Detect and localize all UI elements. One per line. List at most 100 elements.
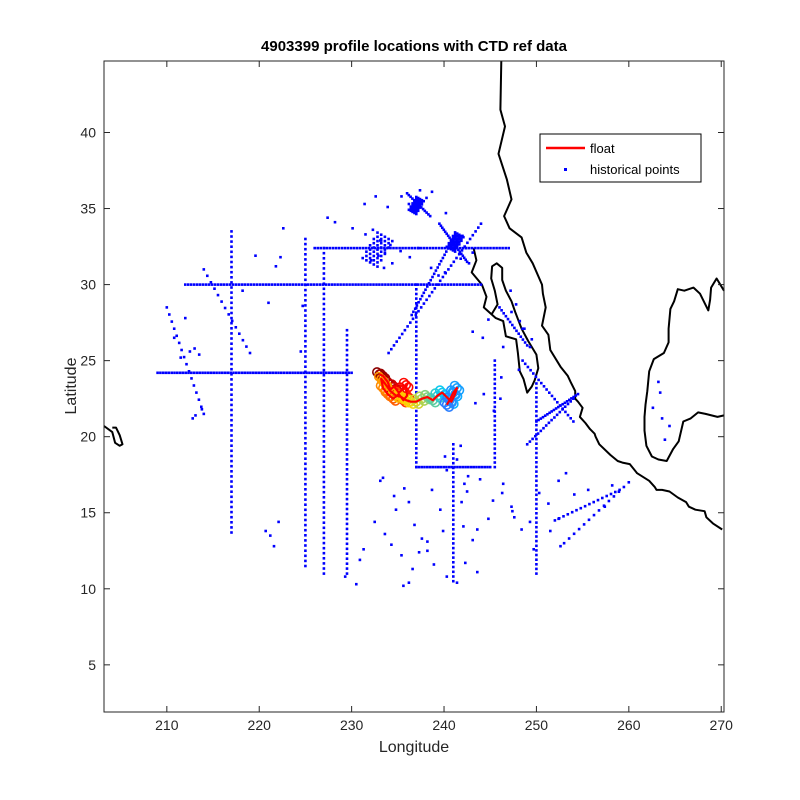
- historical-point: [232, 371, 235, 375]
- historical-point: [458, 246, 462, 250]
- historical-point: [535, 567, 538, 571]
- historical-point: [451, 246, 455, 250]
- historical-point: [404, 246, 407, 250]
- historical-point: [382, 266, 386, 270]
- historical-point: [411, 283, 414, 286]
- historical-point: [455, 241, 459, 245]
- historical-point: [312, 283, 315, 286]
- historical-point: [548, 411, 551, 415]
- historical-point: [230, 490, 233, 493]
- historical-point: [202, 412, 206, 416]
- historical-point: [306, 283, 310, 286]
- historical-point: [322, 496, 326, 499]
- historical-point: [563, 405, 567, 408]
- historical-point: [441, 529, 445, 533]
- historical-point: [383, 246, 386, 250]
- historical-point: [535, 405, 538, 408]
- historical-point: [460, 500, 463, 504]
- historical-point: [379, 233, 383, 236]
- historical-point: [415, 334, 418, 338]
- historical-point: [489, 246, 492, 250]
- historical-point: [617, 490, 621, 493]
- historical-point: [193, 283, 196, 286]
- historical-point: [387, 237, 390, 241]
- historical-point: [447, 465, 451, 469]
- historical-point: [447, 241, 451, 245]
- historical-point: [627, 481, 631, 484]
- y-tick-label: 20: [80, 429, 96, 445]
- historical-point: [535, 530, 538, 534]
- historical-point: [418, 199, 422, 203]
- historical-point: [345, 507, 349, 511]
- historical-point: [422, 291, 426, 295]
- historical-point: [230, 470, 233, 473]
- historical-point: [170, 320, 174, 323]
- historical-point: [431, 246, 435, 250]
- historical-point: [517, 332, 520, 335]
- historical-point: [486, 246, 489, 250]
- historical-point: [525, 443, 529, 446]
- historical-point: [210, 283, 214, 286]
- historical-point: [415, 348, 418, 352]
- historical-point: [577, 527, 581, 531]
- historical-point: [304, 564, 307, 568]
- historical-point: [230, 306, 233, 310]
- historical-point: [398, 246, 401, 250]
- historical-point: [410, 313, 413, 317]
- historical-point: [413, 207, 416, 210]
- historical-point: [420, 201, 424, 204]
- historical-point: [452, 490, 455, 493]
- historical-point: [322, 440, 326, 443]
- historical-point: [322, 363, 326, 367]
- historical-point: [576, 392, 580, 396]
- historical-point: [460, 249, 464, 252]
- historical-point: [223, 371, 227, 375]
- historical-point: [322, 541, 326, 545]
- historical-point: [230, 367, 233, 371]
- historical-point: [348, 283, 351, 286]
- historical-point: [333, 220, 337, 224]
- historical-point: [464, 283, 468, 286]
- historical-point: [453, 235, 457, 239]
- historical-point: [452, 532, 455, 536]
- historical-point: [378, 283, 381, 286]
- historical-point: [230, 296, 233, 299]
- historical-point: [415, 197, 418, 201]
- historical-point: [452, 542, 455, 545]
- historical-point: [572, 397, 575, 400]
- historical-point: [535, 382, 538, 385]
- historical-point: [371, 246, 374, 250]
- historical-point: [407, 202, 411, 206]
- historical-point: [570, 397, 573, 400]
- historical-point: [413, 209, 416, 213]
- axes-frame: [103, 60, 725, 713]
- y-tick-label: 15: [80, 505, 96, 521]
- historical-point: [364, 233, 367, 236]
- historical-point: [506, 317, 510, 321]
- historical-point: [487, 318, 490, 321]
- historical-point: [345, 378, 349, 382]
- historical-point: [486, 465, 489, 469]
- historical-point: [413, 203, 416, 206]
- historical-point: [326, 216, 329, 219]
- historical-point: [274, 371, 277, 375]
- historical-point: [513, 516, 516, 519]
- historical-point: [465, 490, 469, 493]
- historical-point: [416, 203, 420, 206]
- historical-point: [657, 380, 660, 384]
- historical-point: [304, 411, 307, 414]
- historical-point: [415, 304, 419, 307]
- historical-point: [304, 482, 307, 486]
- historical-point: [445, 232, 448, 236]
- historical-point: [459, 257, 462, 260]
- historical-point: [452, 513, 455, 517]
- historical-point: [315, 283, 318, 286]
- historical-point: [345, 572, 349, 575]
- historical-point: [345, 557, 349, 560]
- historical-point: [280, 371, 283, 375]
- historical-point: [416, 196, 420, 200]
- historical-point: [195, 391, 198, 394]
- historical-point: [240, 283, 244, 286]
- historical-point: [268, 371, 272, 375]
- historical-point: [230, 327, 233, 330]
